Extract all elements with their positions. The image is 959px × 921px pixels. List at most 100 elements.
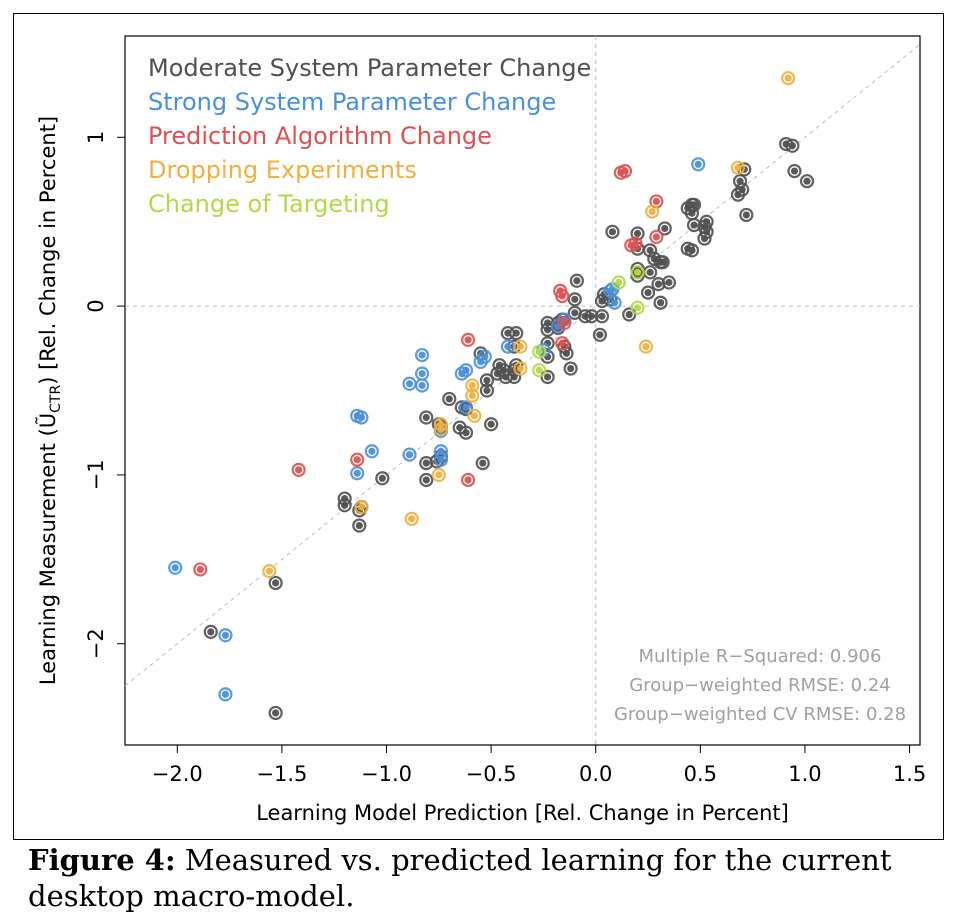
data-point: [646, 268, 654, 276]
data-point-ring: [730, 160, 746, 175]
data-point-ring: [458, 363, 474, 378]
y-tick-label: −2: [84, 628, 108, 659]
data-point: [703, 228, 711, 236]
data-point-ring: [605, 224, 620, 239]
caption-label: Figure 4:: [28, 843, 176, 877]
data-point: [558, 339, 566, 347]
x-tick-label: 1.5: [893, 762, 926, 786]
data-point-ring: [465, 378, 480, 393]
data-point: [621, 167, 629, 175]
data-point-ring: [484, 417, 499, 432]
data-point-ring: [203, 624, 218, 639]
data-point: [633, 304, 642, 312]
data-point: [688, 246, 696, 254]
data-point: [544, 373, 552, 381]
data-point-ring: [557, 315, 572, 331]
reference-line-identity: [125, 44, 920, 687]
data-points: [168, 71, 815, 721]
data-point-ring: [699, 214, 714, 229]
data-point-ring: [787, 163, 802, 179]
x-tick-label: −1.0: [361, 762, 412, 786]
data-point: [703, 218, 711, 226]
data-point: [598, 312, 606, 320]
data-point-ring: [739, 207, 754, 223]
data-point-ring: [603, 283, 618, 299]
data-point-ring: [465, 388, 480, 403]
data-point: [464, 476, 472, 484]
data-point: [468, 391, 476, 400]
data-point: [462, 403, 470, 411]
x-tick-label: −1.5: [256, 762, 307, 786]
data-point: [422, 413, 430, 422]
data-point-ring: [268, 705, 283, 721]
data-point: [596, 331, 604, 339]
data-point: [353, 456, 361, 464]
data-point-ring: [594, 309, 610, 324]
data-point-ring: [404, 511, 419, 526]
data-point: [418, 370, 426, 378]
data-point-ring: [262, 564, 277, 579]
data-point-ring: [699, 224, 714, 239]
data-point-ring: [475, 455, 490, 471]
plot-area-border: [124, 35, 921, 746]
data-point: [516, 343, 525, 351]
series-group: [262, 71, 796, 579]
data-point-ring: [461, 332, 476, 347]
data-point-ring: [419, 455, 434, 471]
data-point-ring: [492, 358, 507, 373]
data-point: [357, 413, 366, 422]
data-point-ring: [218, 628, 233, 643]
data-point-ring: [479, 383, 495, 398]
data-point-ring: [649, 229, 664, 244]
data-point-ring: [354, 410, 369, 425]
data-point-ring: [686, 217, 702, 233]
annotation-text: Group−weighted RMSE: 0.24: [629, 675, 891, 696]
data-point-ring: [513, 361, 528, 376]
data-point-ring: [458, 400, 474, 415]
data-point: [357, 503, 366, 511]
data-point: [656, 299, 665, 307]
data-point: [405, 380, 414, 388]
data-point-ring: [567, 292, 582, 307]
data-point: [738, 186, 746, 194]
data-point: [615, 278, 623, 287]
data-point: [558, 292, 566, 300]
data-point: [272, 709, 280, 717]
data-point: [435, 471, 443, 479]
data-point: [479, 459, 487, 467]
data-point-ring: [354, 499, 369, 515]
data-point: [652, 197, 660, 206]
y-axis-label: Learning Measurement (ŨCTR) [Rel. Change…: [34, 116, 64, 685]
data-point-ring: [643, 243, 658, 258]
data-point-ring: [563, 361, 578, 376]
data-point-ring: [622, 307, 637, 322]
data-point: [422, 459, 430, 467]
data-point-ring: [686, 197, 702, 212]
data-point: [784, 74, 792, 82]
data-point-ring: [350, 466, 365, 481]
y-axis-label-subscript: CTR: [48, 385, 64, 413]
data-point: [368, 447, 376, 455]
data-point: [495, 361, 504, 369]
data-point: [418, 351, 426, 359]
data-point: [665, 278, 673, 287]
data-point: [462, 366, 470, 374]
data-point: [631, 240, 640, 248]
data-point-ring: [291, 462, 306, 477]
data-point: [788, 142, 796, 150]
data-point: [562, 349, 571, 357]
data-point-ring: [555, 288, 570, 304]
data-point-ring: [781, 71, 796, 86]
annotation-text: Group−weighted CV RMSE: 0.28: [614, 704, 906, 725]
data-point-ring: [467, 408, 482, 423]
data-point-ring: [657, 221, 672, 236]
legend-entry: Dropping Experiments: [148, 156, 417, 184]
data-point: [504, 343, 512, 351]
data-point: [477, 358, 485, 366]
data-point-ring: [433, 417, 449, 432]
data-point-ring: [431, 467, 446, 483]
data-point: [694, 160, 702, 168]
data-point: [661, 224, 669, 233]
data-point-ring: [375, 471, 390, 486]
data-point: [422, 476, 430, 484]
